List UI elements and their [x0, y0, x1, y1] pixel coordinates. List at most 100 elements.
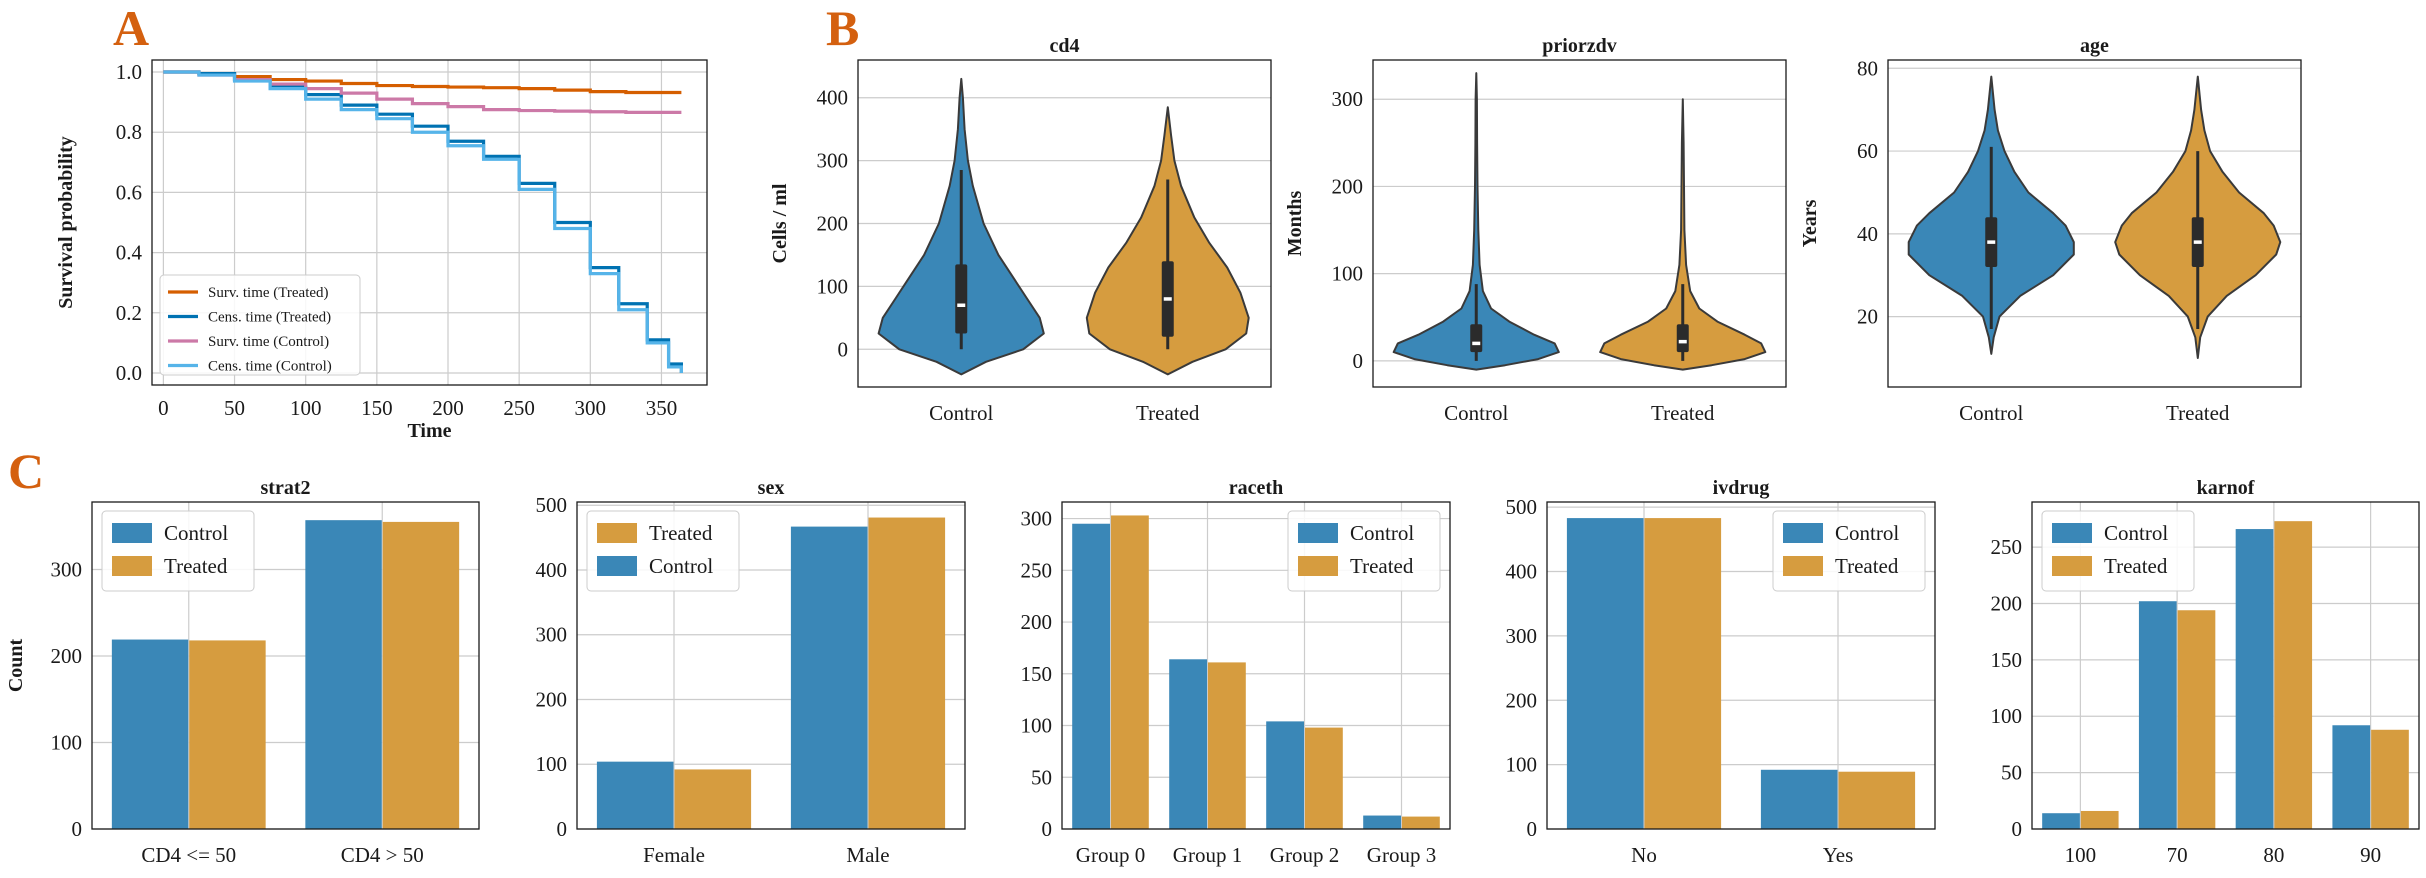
ivdrug-legend-label-0: Control	[1835, 521, 1899, 545]
karnof-bar-treated-3	[2371, 729, 2409, 829]
karnof-legend-label-0: Control	[2104, 521, 2168, 545]
age-ytick-2: 60	[1857, 139, 1878, 163]
strat2-legend-label-1: Treated	[164, 554, 228, 578]
karnof-bar-control-0	[2042, 813, 2080, 829]
karnof-xtick-0: 100	[2065, 843, 2097, 867]
strat2-ytick-1: 100	[51, 730, 83, 754]
cd4-ytick-0: 0	[838, 337, 849, 361]
ivdrug-legend-swatch-0	[1783, 523, 1823, 543]
raceth-xtick-1: Group 1	[1173, 843, 1242, 867]
karnof-bar-control-1	[2138, 601, 2177, 829]
km-xtick-2: 100	[290, 396, 322, 420]
raceth-bar-treated-3	[1402, 816, 1440, 829]
karnof-xtick-1: 70	[2167, 843, 2188, 867]
priorzdv-xtick-1: Treated	[1651, 401, 1715, 425]
raceth-title: raceth	[1229, 477, 1283, 499]
cd4-ytick-3: 300	[817, 149, 849, 173]
km-ytick-2: 0.4	[116, 241, 143, 265]
km-ytick-1: 0.2	[116, 301, 142, 325]
sex-xtick-1: Male	[846, 843, 889, 867]
raceth-bar-treated-2	[1305, 727, 1343, 829]
km-xtick-1: 50	[224, 396, 245, 420]
priorzdv-title: priorzdv	[1542, 35, 1616, 57]
strat2-bar-control-1	[305, 520, 382, 829]
km-ytick-0: 0.0	[116, 361, 142, 385]
panel-label-a: A	[113, 0, 149, 56]
raceth-legend-label-1: Treated	[1350, 554, 1414, 578]
strat2-bar-treated-1	[382, 521, 460, 829]
cd4-ytick-4: 400	[817, 86, 849, 110]
ivdrug-legend-swatch-1	[1783, 556, 1823, 576]
sex-title: sex	[758, 477, 785, 499]
strat2-ytick-0: 0	[72, 817, 83, 841]
karnof-legend-label-1: Treated	[2104, 554, 2168, 578]
karnof-ytick-2: 100	[1991, 704, 2023, 728]
ivdrug-bar-control-0	[1566, 518, 1644, 829]
ivdrug-ytick-1: 100	[1506, 753, 1538, 777]
raceth-xtick-3: Group 3	[1367, 843, 1436, 867]
age-ytick-0: 20	[1857, 305, 1878, 329]
karnof-bar-control-2	[2235, 529, 2274, 829]
priorzdv-violin-control	[1392, 72, 1560, 371]
strat2-frame	[91, 501, 480, 830]
karnof-legend-swatch-0	[2052, 523, 2092, 543]
raceth-ytick-6: 300	[1021, 507, 1053, 531]
sex-bar-treated-1	[868, 517, 946, 829]
karnof-xtick-2: 80	[2263, 843, 2284, 867]
cd4-xtick-0: Control	[929, 401, 993, 425]
ivdrug-bar-treated-0	[1644, 518, 1722, 829]
ivdrug-bar-treated-1	[1838, 771, 1916, 829]
raceth-bar-control-1	[1169, 659, 1207, 829]
karnof-frame	[2031, 501, 2420, 830]
raceth-xtick-2: Group 2	[1270, 843, 1339, 867]
strat2-ytick-3: 300	[51, 557, 83, 581]
km-legend-label-1: Cens. time (Treated)	[208, 310, 331, 326]
strat2-xtick-1: CD4 > 50	[341, 843, 424, 867]
karnof-ytick-3: 150	[1991, 648, 2023, 672]
plots-layer: 0 50 100 150 200 250 300 3500.00.20.40.60.81.0T…	[5, 35, 2420, 867]
raceth-bar-control-2	[1266, 721, 1304, 829]
panel-label-b: B	[826, 0, 859, 56]
age-xtick-0: Control	[1959, 401, 2023, 425]
raceth-ytick-5: 250	[1021, 558, 1053, 582]
strat2-bar-control-0	[111, 639, 189, 829]
karnof-ytick-1: 50	[2001, 761, 2022, 785]
raceth-ytick-1: 50	[1031, 765, 1052, 789]
ivdrug-title: ivdrug	[1713, 477, 1770, 499]
priorzdv-ylabel: Months	[1284, 191, 1306, 257]
ivdrug-xtick-1: Yes	[1823, 843, 1854, 867]
raceth-xtick-0: Group 0	[1076, 843, 1145, 867]
km-xtick-5: 250	[503, 396, 535, 420]
age-ytick-1: 40	[1857, 222, 1878, 246]
raceth-bar-control-3	[1363, 815, 1401, 829]
raceth-legend-swatch-0	[1298, 523, 1338, 543]
raceth-bar-control-0	[1072, 523, 1110, 829]
sex-ytick-2: 200	[536, 687, 568, 711]
priorzdv-frame	[1372, 59, 1787, 388]
ivdrug-legend-label-1: Treated	[1835, 554, 1899, 578]
karnof-ytick-0: 0	[2012, 817, 2023, 841]
karnof-bar-treated-1	[2177, 610, 2216, 829]
km-xtick-4: 200	[432, 396, 464, 420]
km-ylabel: Survival probability	[55, 136, 77, 308]
ivdrug-ytick-4: 400	[1506, 560, 1538, 584]
priorzdv-xtick-0: Control	[1444, 401, 1508, 425]
sex-legend-label-1: Control	[649, 554, 713, 578]
karnof-title: karnof	[2197, 477, 2255, 499]
km-legend-box	[159, 274, 361, 376]
sex-frame	[576, 501, 966, 830]
priorzdv-ytick-0: 0	[1353, 349, 1364, 373]
ivdrug-xtick-0: No	[1631, 843, 1657, 867]
ivdrug-ytick-3: 300	[1506, 624, 1538, 648]
km-xtick-6: 300	[575, 396, 607, 420]
km-xtick-0: 0	[158, 396, 169, 420]
raceth-ytick-4: 200	[1021, 610, 1053, 634]
sex-xtick-0: Female	[643, 843, 705, 867]
strat2-ytick-2: 200	[51, 644, 83, 668]
age-ytick-3: 80	[1857, 56, 1878, 80]
km-xtick-7: 350	[646, 396, 678, 420]
raceth-legend-label-0: Control	[1350, 521, 1414, 545]
sex-ytick-3: 300	[536, 623, 568, 647]
sex-ytick-4: 400	[536, 558, 568, 582]
karnof-ytick-4: 200	[1991, 591, 2023, 615]
